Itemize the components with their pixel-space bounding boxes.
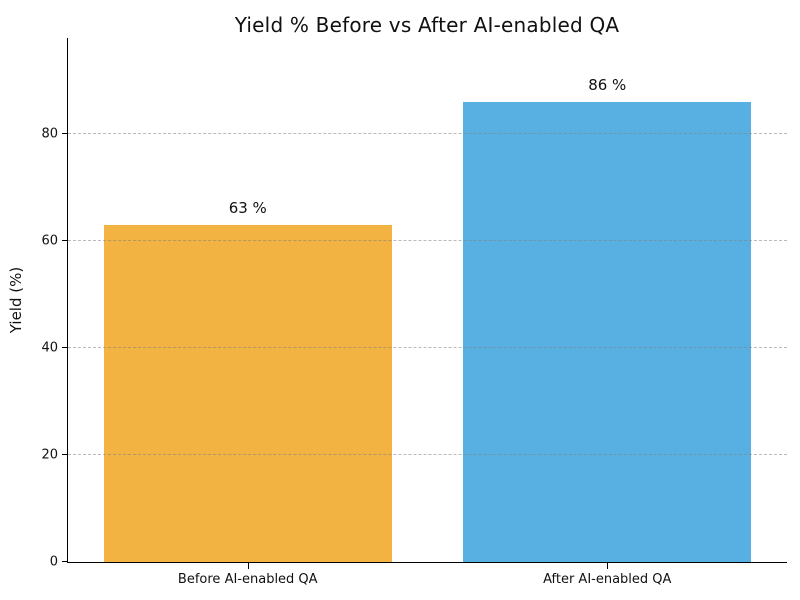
- y-tick-label-60: 60: [41, 233, 58, 249]
- gridline-y-40: [68, 347, 787, 349]
- y-axis-label: Yield (%): [7, 266, 25, 334]
- x-tick-1: [607, 563, 609, 569]
- y-tick-80: [62, 133, 68, 135]
- y-tick-20: [62, 454, 68, 456]
- y-tick-40: [62, 347, 68, 349]
- gridline-y-60: [68, 240, 787, 242]
- y-tick-60: [62, 240, 68, 242]
- y-tick-label-0: 0: [49, 554, 58, 570]
- plot-area: Yield (%) 0 20 40 60 80 63 % Before AI-enabled…: [7, 38, 787, 587]
- x-category-label-1: After AI-enabled QA: [543, 572, 672, 587]
- y-tick-label-80: 80: [41, 126, 58, 142]
- y-tick-0: [62, 561, 68, 562]
- gridline-y-80: [68, 133, 787, 135]
- bar-value-label-0: 63 %: [228, 199, 267, 218]
- bar-1: [463, 102, 752, 562]
- gridline-y-20: [68, 454, 787, 456]
- y-tick-label-40: 40: [41, 340, 58, 356]
- chart-title: Yield % Before vs After AI-enabled QA: [234, 13, 620, 37]
- x-tick-0: [247, 563, 249, 569]
- bar-0: [103, 225, 392, 562]
- y-tick-label-20: 20: [41, 447, 58, 463]
- x-category-label-0: Before AI-enabled QA: [177, 572, 318, 587]
- bar-value-label-1: 86 %: [588, 76, 627, 95]
